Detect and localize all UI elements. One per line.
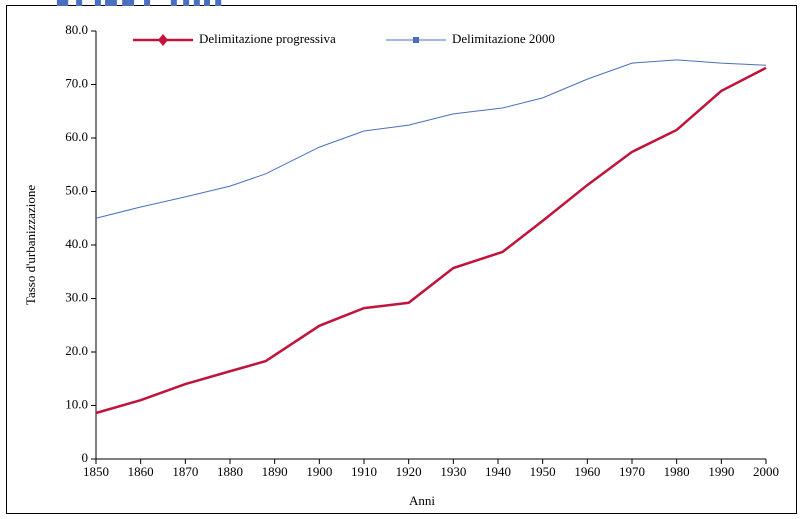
- y-tick-label: 50.0: [65, 182, 88, 197]
- y-tick-label: 80.0: [65, 22, 88, 37]
- series-line: [95, 59, 767, 219]
- marker: [94, 0, 101, 6]
- marker: [110, 0, 117, 6]
- x-tick-label: 1910: [351, 464, 377, 479]
- x-tick-label: 1920: [396, 464, 422, 479]
- marker: [170, 0, 177, 6]
- series-line: [95, 66, 767, 415]
- marker: [144, 0, 151, 6]
- x-tick-label: 1850: [83, 464, 109, 479]
- x-tick-label: 1990: [708, 464, 734, 479]
- marker: [56, 0, 63, 6]
- legend-label: Delimitazione progressiva: [199, 31, 336, 46]
- x-tick-label: 1890: [262, 464, 288, 479]
- x-tick-label: 2000: [753, 464, 779, 479]
- x-tick-label: 1930: [440, 464, 466, 479]
- x-tick-label: 1880: [217, 464, 243, 479]
- y-tick-label: 20.0: [65, 343, 88, 358]
- marker: [105, 0, 112, 6]
- y-tick-label: 0: [82, 450, 89, 465]
- marker: [122, 0, 129, 6]
- legend-marker: [158, 34, 168, 46]
- y-tick-label: 70.0: [65, 75, 88, 90]
- x-tick-label: 1980: [664, 464, 690, 479]
- x-tick-label: 1870: [172, 464, 198, 479]
- marker: [204, 0, 211, 6]
- marker: [183, 0, 190, 6]
- x-tick-label: 1900: [306, 464, 332, 479]
- marker: [215, 0, 222, 6]
- x-tick-label: 1940: [485, 464, 511, 479]
- marker: [193, 0, 200, 6]
- x-tick-label: 1960: [574, 464, 600, 479]
- frame: [6, 5, 797, 514]
- y-tick-label: 60.0: [65, 129, 88, 144]
- marker: [62, 0, 69, 6]
- x-tick-label: 1860: [128, 464, 154, 479]
- legend-label: Delimitazione 2000: [452, 31, 555, 46]
- y-tick-label: 10.0: [65, 396, 88, 411]
- x-tick-label: 1970: [619, 464, 645, 479]
- marker: [128, 0, 135, 6]
- y-tick-label: 30.0: [65, 289, 88, 304]
- x-tick-label: 1950: [530, 464, 556, 479]
- marker: [76, 0, 83, 6]
- y-axis-title: Tasso d'urbanizzazione: [23, 185, 38, 305]
- y-tick-label: 40.0: [65, 236, 88, 251]
- legend-marker: [413, 37, 419, 43]
- x-axis-title: Anni: [409, 493, 435, 508]
